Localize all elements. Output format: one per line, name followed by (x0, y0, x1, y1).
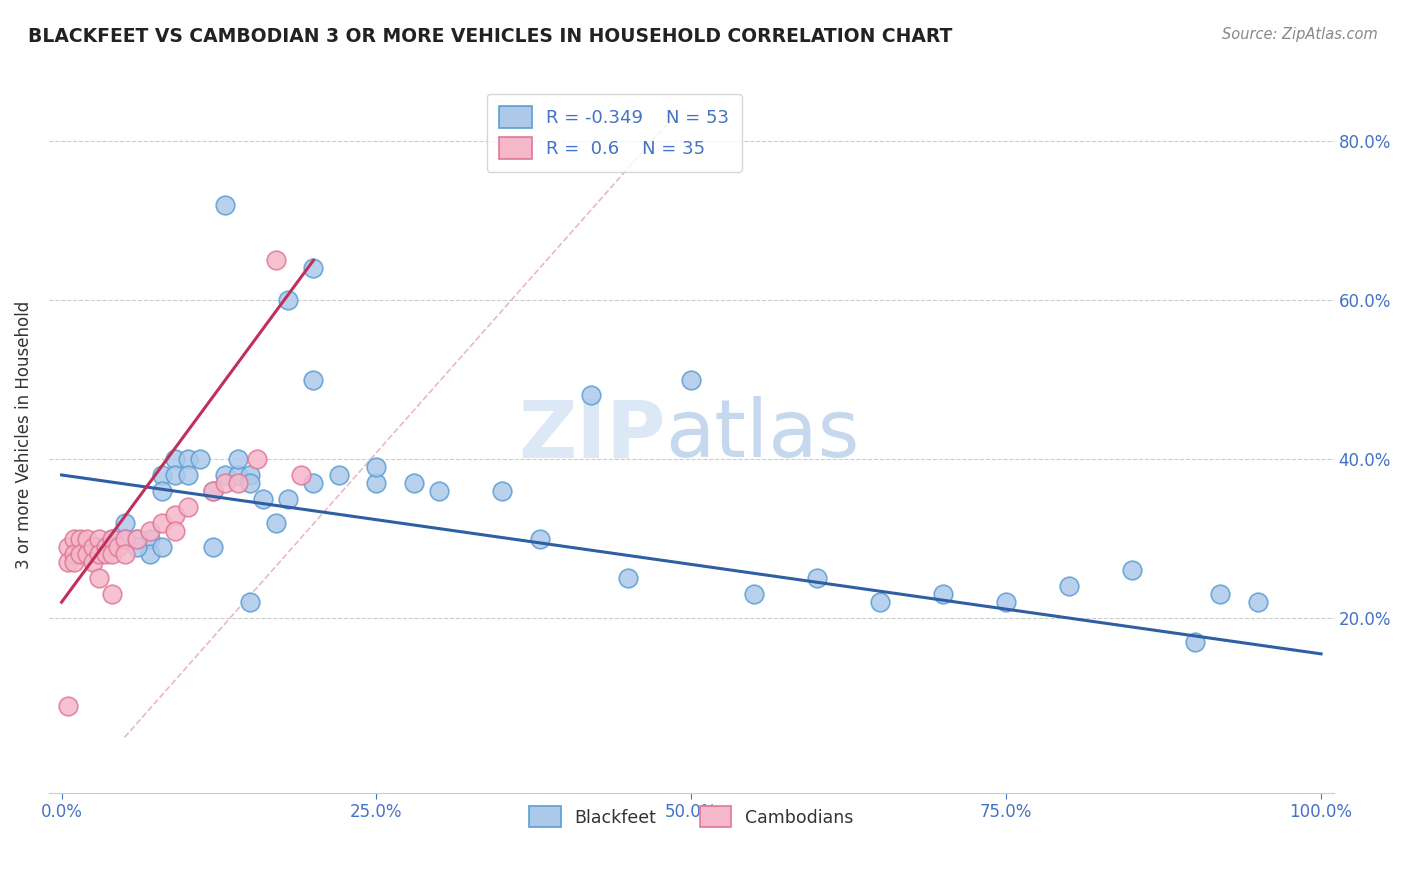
Text: Source: ZipAtlas.com: Source: ZipAtlas.com (1222, 27, 1378, 42)
Point (328, 467, 350, 482)
Point (101, 540, 124, 554)
Point (94, 548, 117, 562)
Point (226, 467, 249, 482)
Point (101, 532, 124, 546)
Point (1121, 563, 1143, 577)
Point (107, 540, 129, 554)
Point (579, 388, 602, 402)
Point (201, 483, 224, 498)
Point (252, 491, 274, 506)
Point (114, 516, 136, 530)
Point (226, 452, 249, 467)
Point (264, 516, 287, 530)
Point (69, 532, 91, 546)
Point (529, 532, 551, 546)
Point (150, 467, 173, 482)
Point (94, 540, 117, 554)
Point (214, 475, 236, 490)
Point (150, 516, 173, 530)
Point (617, 571, 640, 585)
Point (302, 373, 325, 387)
Point (302, 261, 325, 276)
Point (138, 524, 160, 538)
Y-axis label: 3 or more Vehicles in Household: 3 or more Vehicles in Household (15, 301, 32, 569)
Point (995, 595, 1018, 609)
Point (101, 587, 124, 601)
Point (163, 452, 186, 467)
Point (76, 532, 98, 546)
Point (163, 467, 186, 482)
Point (127, 532, 149, 546)
Point (1247, 595, 1270, 609)
Point (290, 467, 312, 482)
Point (277, 293, 299, 307)
Point (264, 253, 287, 268)
Point (114, 532, 136, 546)
Point (114, 532, 136, 546)
Point (188, 452, 211, 467)
Point (1209, 587, 1232, 601)
Point (89, 532, 111, 546)
Point (932, 587, 955, 601)
Point (239, 595, 262, 609)
Point (150, 483, 173, 498)
Point (277, 491, 299, 506)
Point (114, 548, 136, 562)
Point (89, 548, 111, 562)
Point (150, 540, 173, 554)
Point (69, 548, 91, 562)
Point (429, 483, 451, 498)
Point (226, 475, 249, 490)
Point (806, 571, 828, 585)
Point (163, 524, 186, 538)
Point (681, 373, 703, 387)
Text: ZIP: ZIP (519, 396, 665, 475)
Point (63, 556, 86, 570)
Point (63, 532, 86, 546)
Point (56, 698, 79, 713)
Point (201, 540, 224, 554)
Point (101, 548, 124, 562)
Point (201, 483, 224, 498)
Point (101, 532, 124, 546)
Point (302, 475, 325, 490)
Point (63, 548, 86, 562)
Point (127, 540, 149, 554)
Point (742, 587, 765, 601)
Point (56, 540, 79, 554)
Point (239, 467, 262, 482)
Point (89, 571, 111, 585)
Legend: Blackfeet, Cambodians: Blackfeet, Cambodians (523, 799, 860, 834)
Point (89, 540, 111, 554)
Point (214, 197, 236, 211)
Point (869, 595, 891, 609)
Point (1057, 579, 1080, 593)
Point (246, 452, 269, 467)
Point (491, 483, 513, 498)
Point (214, 467, 236, 482)
Point (138, 532, 160, 546)
Point (176, 500, 198, 514)
Point (239, 475, 262, 490)
Point (404, 475, 426, 490)
Text: BLACKFEET VS CAMBODIAN 3 OR MORE VEHICLES IN HOUSEHOLD CORRELATION CHART: BLACKFEET VS CAMBODIAN 3 OR MORE VEHICLE… (28, 27, 952, 45)
Point (82, 540, 104, 554)
Point (56, 556, 79, 570)
Point (176, 467, 198, 482)
Point (138, 548, 160, 562)
Point (1184, 635, 1206, 649)
Point (366, 460, 388, 475)
Point (366, 475, 388, 490)
Point (176, 452, 198, 467)
Point (76, 548, 98, 562)
Point (127, 532, 149, 546)
Point (163, 508, 186, 522)
Text: atlas: atlas (665, 396, 860, 475)
Point (82, 556, 104, 570)
